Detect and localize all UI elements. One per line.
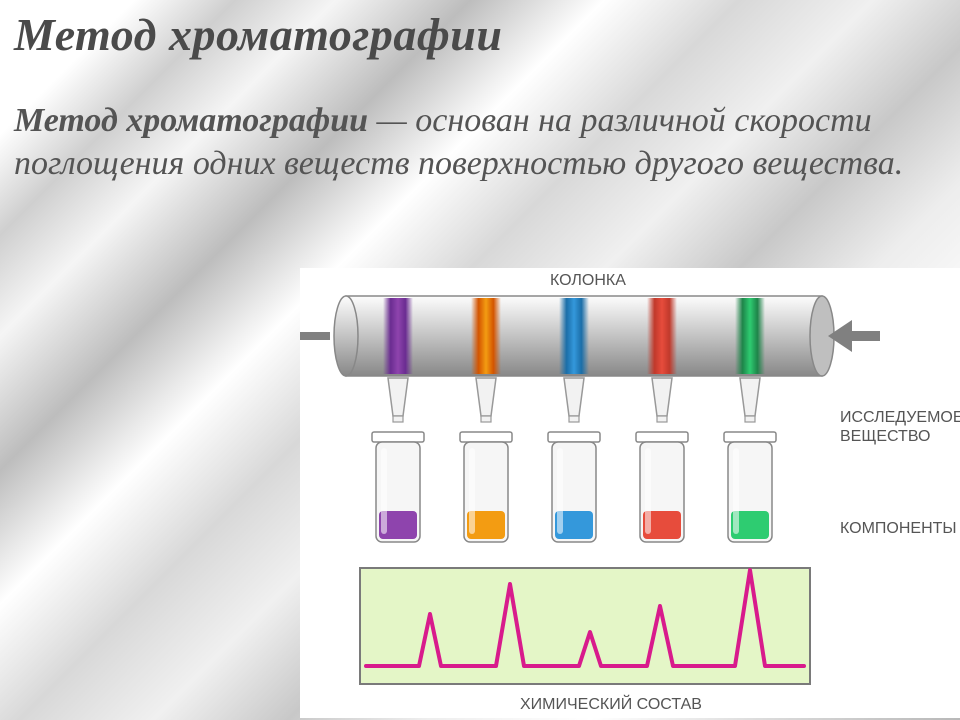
slide-description: Метод хроматографии — основан на различн…: [14, 100, 930, 185]
slide: Метод хроматографии Метод хроматографии …: [0, 0, 960, 720]
label-components: КОМПОНЕНТЫ: [840, 520, 957, 538]
label-substance: ИССЛЕДУЕМОЕ ВЕЩЕСТВО: [840, 408, 960, 446]
desc-bold: Метод хроматографии: [14, 102, 368, 139]
label-chem-composition: ХИМИЧЕСКИЙ СОСТАВ: [520, 696, 702, 714]
label-column: КОЛОНКА: [550, 272, 626, 290]
label-substance-l2: ВЕЩЕСТВО: [840, 428, 930, 445]
label-substance-l1: ИССЛЕДУЕМОЕ: [840, 409, 960, 426]
chromatography-diagram: КОЛОНКА ИССЛЕДУЕМОЕ ВЕЩЕСТВО КОМПОНЕНТЫ …: [300, 268, 960, 718]
diagram-svg: [300, 268, 960, 718]
slide-title: Метод хроматографии: [14, 8, 502, 61]
